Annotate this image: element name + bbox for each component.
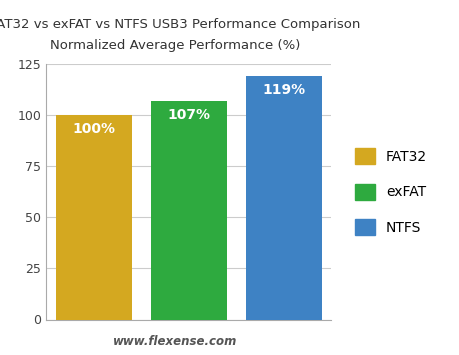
- Text: 119%: 119%: [262, 83, 305, 98]
- Bar: [245, 76, 321, 320]
- Text: 100%: 100%: [72, 122, 115, 136]
- Bar: [56, 115, 131, 320]
- Text: FAT32 vs exFAT vs NTFS USB3 Performance Comparison: FAT32 vs exFAT vs NTFS USB3 Performance …: [0, 18, 359, 31]
- Text: 107%: 107%: [167, 108, 210, 122]
- Bar: [150, 101, 226, 320]
- Legend: FAT32, exFAT, NTFS: FAT32, exFAT, NTFS: [354, 148, 426, 235]
- Text: www.flexense.com: www.flexense.com: [112, 335, 236, 348]
- Text: Normalized Average Performance (%): Normalized Average Performance (%): [50, 39, 299, 52]
